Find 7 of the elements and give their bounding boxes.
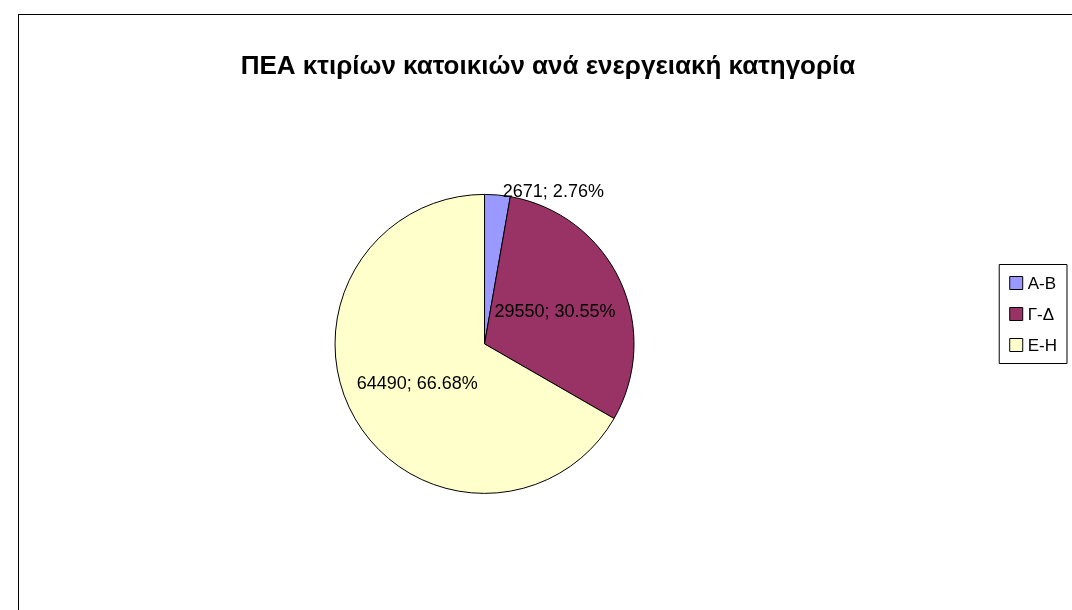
data-label: 2671; 2.76% — [502, 180, 604, 201]
data-label: 29550; 30.55% — [494, 300, 616, 321]
chart-title: ΠΕΑ κτιρίων κατοικιών ανά ενεργειακή κατηγορία — [240, 50, 856, 80]
data-label: 64490; 66.68% — [356, 372, 478, 393]
legend-label: Γ-Δ — [1027, 304, 1055, 324]
legend-label: Ε-Η — [1027, 335, 1057, 355]
legend-label: Α-Β — [1027, 273, 1057, 293]
